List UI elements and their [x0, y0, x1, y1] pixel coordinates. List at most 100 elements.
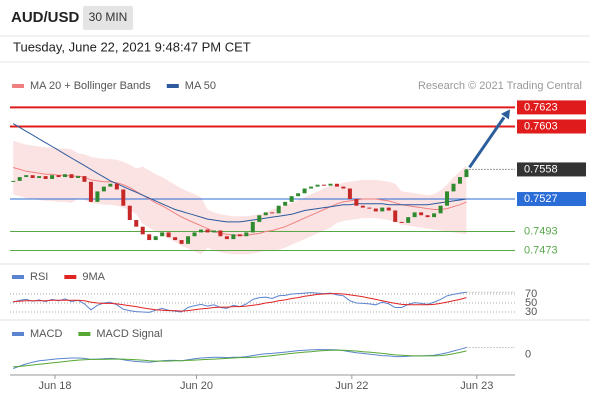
candle — [432, 213, 437, 218]
candle — [69, 174, 74, 179]
legend-label: MA 20 + Bollinger Bands — [30, 80, 151, 92]
candle — [399, 221, 404, 223]
level-label: 0.7558 — [524, 163, 558, 175]
legend-swatch — [12, 84, 24, 88]
candle — [425, 215, 430, 218]
candle — [75, 176, 80, 179]
candle — [347, 188, 352, 200]
candle — [237, 234, 242, 237]
candle — [457, 177, 462, 184]
candle — [315, 184, 320, 187]
candle — [166, 232, 171, 238]
series-line — [13, 293, 467, 312]
candle — [198, 229, 203, 233]
legend-swatch — [12, 275, 24, 279]
candle — [283, 201, 288, 206]
y-tick-label: 0 — [525, 348, 531, 360]
timeframe-box — [83, 6, 133, 30]
legend-label: RSI — [30, 271, 48, 283]
legend-label: 9MA — [82, 271, 105, 283]
candle — [270, 212, 275, 214]
candle — [445, 191, 450, 206]
projection-arrow — [468, 116, 506, 169]
x-tick-label: Jun 22 — [335, 380, 368, 392]
legend-label: MACD Signal — [96, 328, 162, 340]
candle — [412, 212, 417, 218]
candle — [257, 215, 262, 222]
candle — [11, 180, 16, 182]
legend-swatch — [64, 275, 77, 279]
candle — [231, 234, 236, 240]
candle — [63, 174, 68, 178]
level-tag — [517, 192, 586, 207]
candle — [134, 220, 139, 227]
level-label: 0.7623 — [524, 101, 558, 113]
candle — [302, 188, 307, 194]
series-line — [13, 349, 467, 368]
x-tick-label: Jun 23 — [460, 380, 493, 392]
candle — [386, 207, 391, 211]
candle — [334, 183, 339, 187]
level-label: 0.7493 — [524, 225, 558, 237]
level-tag — [517, 100, 586, 115]
candle — [464, 169, 469, 178]
candle — [341, 186, 346, 189]
candle — [192, 232, 197, 237]
candle — [250, 221, 255, 233]
candle — [37, 176, 42, 179]
legend-label: MACD — [30, 328, 62, 340]
candle — [419, 212, 424, 216]
level-tag — [517, 162, 586, 177]
candle — [322, 184, 327, 186]
moving-average — [12, 123, 467, 223]
candle — [406, 217, 411, 223]
legend-swatch — [166, 84, 179, 88]
candle — [50, 175, 55, 179]
candle — [179, 240, 184, 244]
candle — [160, 232, 165, 237]
candle — [205, 229, 210, 233]
candle — [263, 212, 268, 216]
candle — [121, 189, 126, 206]
candle — [296, 193, 301, 197]
candle — [114, 183, 119, 190]
candle — [82, 176, 87, 182]
candle — [95, 191, 100, 202]
x-tick-label: Jun 20 — [180, 380, 213, 392]
candle — [140, 226, 145, 235]
x-tick-label: Jun 18 — [38, 380, 71, 392]
candle — [328, 183, 333, 186]
candle — [393, 210, 398, 222]
candle — [373, 208, 378, 212]
timeframe: 30 MIN — [89, 10, 128, 24]
y-tick-label: 70 — [525, 288, 537, 300]
level-label: 0.7603 — [524, 120, 558, 132]
candle — [24, 175, 29, 178]
candle — [276, 205, 281, 214]
candle — [451, 183, 456, 192]
candle — [380, 207, 385, 212]
candle — [17, 177, 22, 181]
candle — [56, 175, 61, 178]
candle — [218, 230, 223, 237]
candle — [127, 205, 132, 221]
level-label: 0.7527 — [524, 193, 558, 205]
candle — [43, 176, 48, 179]
y-tick-label: 30 — [525, 306, 537, 318]
series-line — [13, 291, 467, 313]
candle — [30, 175, 35, 179]
candle — [438, 205, 443, 214]
legend-swatch — [12, 332, 24, 336]
candle — [360, 205, 365, 208]
candle — [88, 181, 93, 202]
candle — [367, 207, 372, 209]
candle — [211, 230, 216, 233]
copyright: Research © 2021 Trading Central — [418, 80, 582, 92]
candle — [101, 186, 106, 192]
candle — [186, 236, 191, 244]
candle — [224, 236, 229, 240]
candle — [354, 199, 359, 206]
legend-swatch — [78, 332, 91, 336]
candle — [147, 234, 152, 241]
